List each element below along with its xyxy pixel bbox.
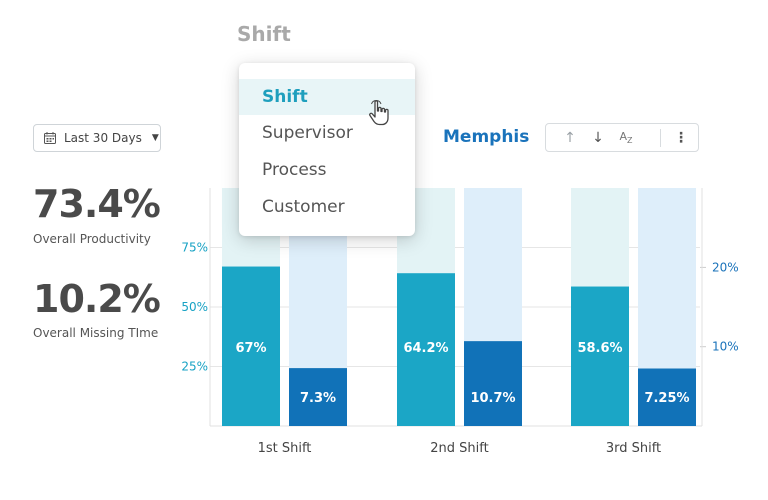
productivity-label: Overall Productivity: [33, 232, 151, 246]
hand-pointer-icon: [369, 100, 389, 126]
category-label: 3rd Shift: [606, 441, 661, 456]
category-label: 1st Shift: [258, 441, 312, 456]
productivity-bar: [571, 286, 629, 426]
missing-time-value-label: 10.7%: [470, 391, 515, 406]
left-axis-tick-label: 75%: [181, 241, 208, 255]
location-title: Memphis: [443, 127, 530, 147]
missing-time-bar: [638, 368, 696, 426]
productivity-value-label: 58.6%: [577, 341, 622, 356]
productivity-bar: [397, 273, 455, 426]
date-range-picker[interactable]: Last 30 Days ▼: [33, 124, 161, 152]
dropdown-item-supervisor[interactable]: Supervisor: [262, 123, 353, 143]
dropdown-item-customer[interactable]: Customer: [262, 197, 345, 217]
missing-time-value-label: 7.3%: [300, 391, 336, 406]
left-axis-tick-label: 50%: [181, 300, 208, 314]
productivity-bar: [222, 266, 280, 426]
calendar-icon: [44, 132, 56, 144]
more-vertical-icon[interactable]: ⋮: [674, 129, 688, 146]
right-axis-tick-label: 10%: [712, 340, 739, 354]
sort-az-icon[interactable]: AZ: [619, 129, 633, 146]
group-by-title: Shift: [237, 22, 291, 46]
productivity-value-label: 67%: [235, 341, 266, 356]
arrow-down-icon[interactable]: ↓: [592, 129, 604, 146]
productivity-value: 73.4%: [33, 182, 161, 226]
chart-toolbar: ↑ ↓ AZ ⋮: [545, 123, 699, 152]
left-axis-tick-label: 25%: [181, 360, 208, 374]
group-by-dropdown: Shift Supervisor Process Customer: [239, 63, 415, 236]
productivity-value-label: 64.2%: [403, 341, 448, 356]
missing-time-label: Overall Missing TIme: [33, 326, 159, 340]
missing-time-value-label: 7.25%: [644, 391, 689, 406]
category-label: 2nd Shift: [430, 441, 488, 456]
missing-time-bar: [464, 341, 522, 426]
caret-down-icon: ▼: [151, 133, 159, 143]
arrow-up-icon[interactable]: ↑: [564, 129, 576, 146]
missing-time-value: 10.2%: [33, 277, 161, 321]
right-axis-tick-label: 20%: [712, 260, 739, 274]
toolbar-divider: [660, 128, 661, 147]
dropdown-item-process[interactable]: Process: [262, 160, 327, 180]
missing-time-bar: [289, 368, 347, 426]
date-range-label: Last 30 Days: [64, 131, 142, 145]
